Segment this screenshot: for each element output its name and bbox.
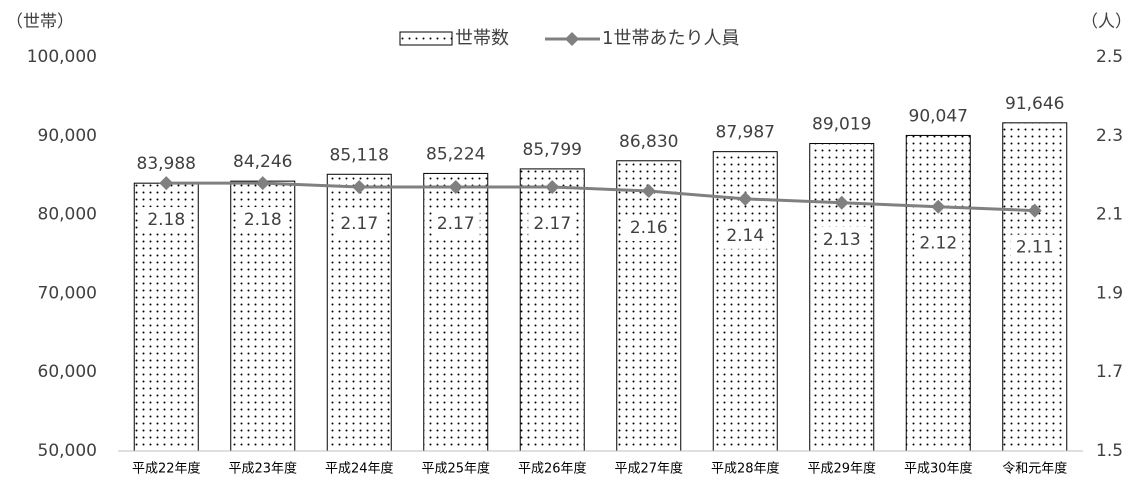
bar-value-label: 85,799 <box>523 140 582 160</box>
line-value-label: 2.11 <box>1016 238 1054 258</box>
line-marker <box>352 180 367 195</box>
line-value-label: 2.16 <box>630 218 668 238</box>
x-tick-label: 平成22年度 <box>132 461 201 477</box>
x-tick-label: 平成24年度 <box>325 461 394 477</box>
legend-swatch <box>399 31 453 46</box>
x-tick-label: 平成29年度 <box>807 461 876 477</box>
y2-tick-label: 1.9 <box>1096 283 1123 303</box>
bar-value-label: 89,019 <box>812 115 871 135</box>
x-tick-label: 平成27年度 <box>614 461 683 477</box>
legend-marker <box>565 32 579 46</box>
line-value-label: 2.18 <box>244 210 282 230</box>
bar-value-label: 84,246 <box>233 152 292 172</box>
bar-value-label: 86,830 <box>619 132 678 152</box>
bar <box>616 160 682 452</box>
line-value-label: 2.17 <box>437 214 475 234</box>
legend-label: 世帯数 <box>455 28 509 49</box>
data-label-bg <box>817 226 866 253</box>
bar-value-label: 87,987 <box>716 123 775 143</box>
bar-value-label: 91,646 <box>1005 94 1064 114</box>
data-label-bg <box>431 211 480 238</box>
line-marker <box>255 176 270 191</box>
line-marker <box>159 176 174 191</box>
bar <box>905 134 971 452</box>
y2-tick-label: 2.5 <box>1096 47 1123 67</box>
data-label-bg <box>335 211 384 238</box>
line-value-label: 2.14 <box>726 226 764 246</box>
bar-value-label: 85,224 <box>426 144 485 164</box>
y-tick-label: 100,000 <box>27 47 97 67</box>
bar-value-label: 85,118 <box>330 145 389 165</box>
y-axis-label: （世帯） <box>6 12 74 32</box>
bar <box>1002 122 1068 452</box>
line-value-label: 2.12 <box>919 234 957 254</box>
data-label-bg <box>1010 234 1059 261</box>
x-tick-label: 平成23年度 <box>228 461 297 477</box>
bar <box>809 143 875 452</box>
y2-axis-label: （人） <box>1081 12 1132 32</box>
line-marker <box>738 191 753 206</box>
line-value-label: 2.17 <box>340 214 378 234</box>
y-tick-label: 70,000 <box>38 283 97 303</box>
y-tick-label: 50,000 <box>38 441 97 461</box>
y2-tick-label: 2.3 <box>1096 126 1123 146</box>
y-tick-label: 90,000 <box>38 126 97 146</box>
data-label-bg <box>238 207 287 234</box>
line-marker <box>545 180 560 195</box>
line-value-label: 2.13 <box>823 230 861 250</box>
bar-value-label: 83,988 <box>137 154 196 174</box>
y2-tick-label: 2.1 <box>1096 205 1123 225</box>
line-marker <box>448 180 463 195</box>
y-tick-label: 60,000 <box>38 362 97 382</box>
x-tick-label: 平成25年度 <box>421 461 490 477</box>
x-tick-label: 平成26年度 <box>518 461 587 477</box>
y2-tick-label: 1.7 <box>1096 362 1123 382</box>
x-tick-label: 令和元年度 <box>1002 461 1067 477</box>
data-label-bg <box>721 222 770 249</box>
line-marker <box>931 199 946 214</box>
bar-value-label: 90,047 <box>909 106 968 126</box>
line-marker <box>1027 203 1042 218</box>
data-label-bg <box>142 207 191 234</box>
line-marker <box>641 183 656 198</box>
line <box>166 181 1035 213</box>
x-tick-label: 平成28年度 <box>711 461 780 477</box>
data-label-bg <box>624 214 673 241</box>
y2-tick-label: 1.5 <box>1096 441 1123 461</box>
line-value-label: 2.18 <box>147 210 185 230</box>
line-marker <box>834 195 849 210</box>
y-tick-label: 80,000 <box>38 205 97 225</box>
x-tick-label: 平成30年度 <box>904 461 973 477</box>
line-value-label: 2.17 <box>533 214 571 234</box>
data-label-bg <box>914 230 963 257</box>
legend-label: 1世帯あたり人員 <box>602 28 739 49</box>
data-label-bg <box>528 211 577 238</box>
